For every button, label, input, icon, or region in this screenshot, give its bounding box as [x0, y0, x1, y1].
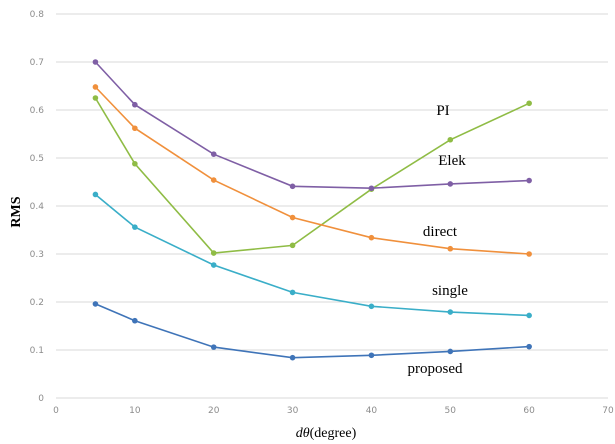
series-labels: PI Elek direct single proposed [408, 103, 469, 377]
x-tick-label: 40 [366, 406, 378, 416]
data-point-direct [289, 214, 296, 221]
data-point-direct [132, 125, 138, 132]
data-point-single [289, 289, 296, 296]
data-point-single [92, 191, 99, 198]
gridlines [56, 13, 608, 351]
data-point-elek [447, 181, 454, 187]
x-tick-label: 50 [445, 406, 457, 416]
data-point-pi [526, 100, 532, 107]
data-point-direct [368, 234, 375, 241]
y-tick-label: 0.2 [30, 298, 44, 308]
data-point-elek [289, 183, 296, 190]
y-tick-label: 0.8 [30, 10, 45, 20]
y-tick-label: 0 [38, 394, 44, 404]
y-tick-label: 0.3 [30, 250, 44, 260]
data-point-pi [132, 160, 138, 167]
x-tick-label: 10 [129, 406, 141, 416]
x-axis-title-unit: (degree) [310, 426, 357, 441]
x-tick-label: 70 [602, 406, 614, 416]
y-tick-label: 0.7 [30, 58, 44, 68]
data-point-elek [210, 151, 217, 157]
data-point-single [368, 303, 375, 310]
data-point-proposed [447, 348, 454, 355]
data-point-single [210, 262, 217, 268]
data-point-proposed [368, 352, 375, 359]
data-point-pi [447, 136, 454, 143]
axes: 0 0.1 0.2 0.3 0.4 0.5 0.6 0.7 0.8 0 10 20 30 40 50 60 70 [30, 10, 614, 416]
x-tick-label: 60 [523, 406, 535, 416]
data-point-proposed [210, 344, 217, 350]
data-point-pi [289, 242, 296, 249]
x-tick-label: 30 [287, 406, 299, 416]
data-point-elek [92, 59, 99, 65]
y-tick-label: 0.1 [30, 346, 44, 356]
x-tick-label: 20 [208, 406, 220, 416]
series-label-direct: direct [423, 224, 458, 240]
series-label-single: single [432, 283, 468, 299]
data-point-elek [526, 177, 532, 184]
data-point-proposed [289, 354, 296, 361]
data-point-single [447, 309, 454, 315]
x-axis-title-math: dθ [296, 426, 310, 441]
data-point-proposed [92, 301, 99, 307]
data-point-direct [526, 251, 532, 257]
data-point-direct [447, 245, 454, 252]
series-label-pi: PI [436, 103, 449, 119]
series-lines [92, 59, 532, 361]
data-point-direct [92, 84, 99, 90]
data-point-direct [210, 177, 217, 183]
data-point-elek [132, 101, 138, 108]
series-line-direct [94, 86, 530, 255]
y-tick-label: 0.5 [30, 154, 44, 164]
data-point-proposed [526, 343, 532, 350]
series-label-elek: Elek [438, 153, 466, 169]
y-tick-label: 0.6 [30, 106, 45, 116]
data-point-pi [210, 250, 217, 256]
x-axis-title: dθ(degree) [296, 426, 357, 441]
data-point-elek [368, 185, 375, 192]
series-line-elek [94, 61, 530, 190]
data-point-proposed [132, 317, 138, 324]
data-point-single [132, 224, 138, 230]
y-tick-label: 0.4 [30, 202, 45, 212]
series-label-proposed: proposed [408, 361, 463, 377]
data-point-single [526, 312, 532, 319]
data-point-pi [92, 95, 99, 101]
x-tick-label: 0 [53, 406, 59, 416]
y-axis-title: RMS [9, 196, 24, 227]
